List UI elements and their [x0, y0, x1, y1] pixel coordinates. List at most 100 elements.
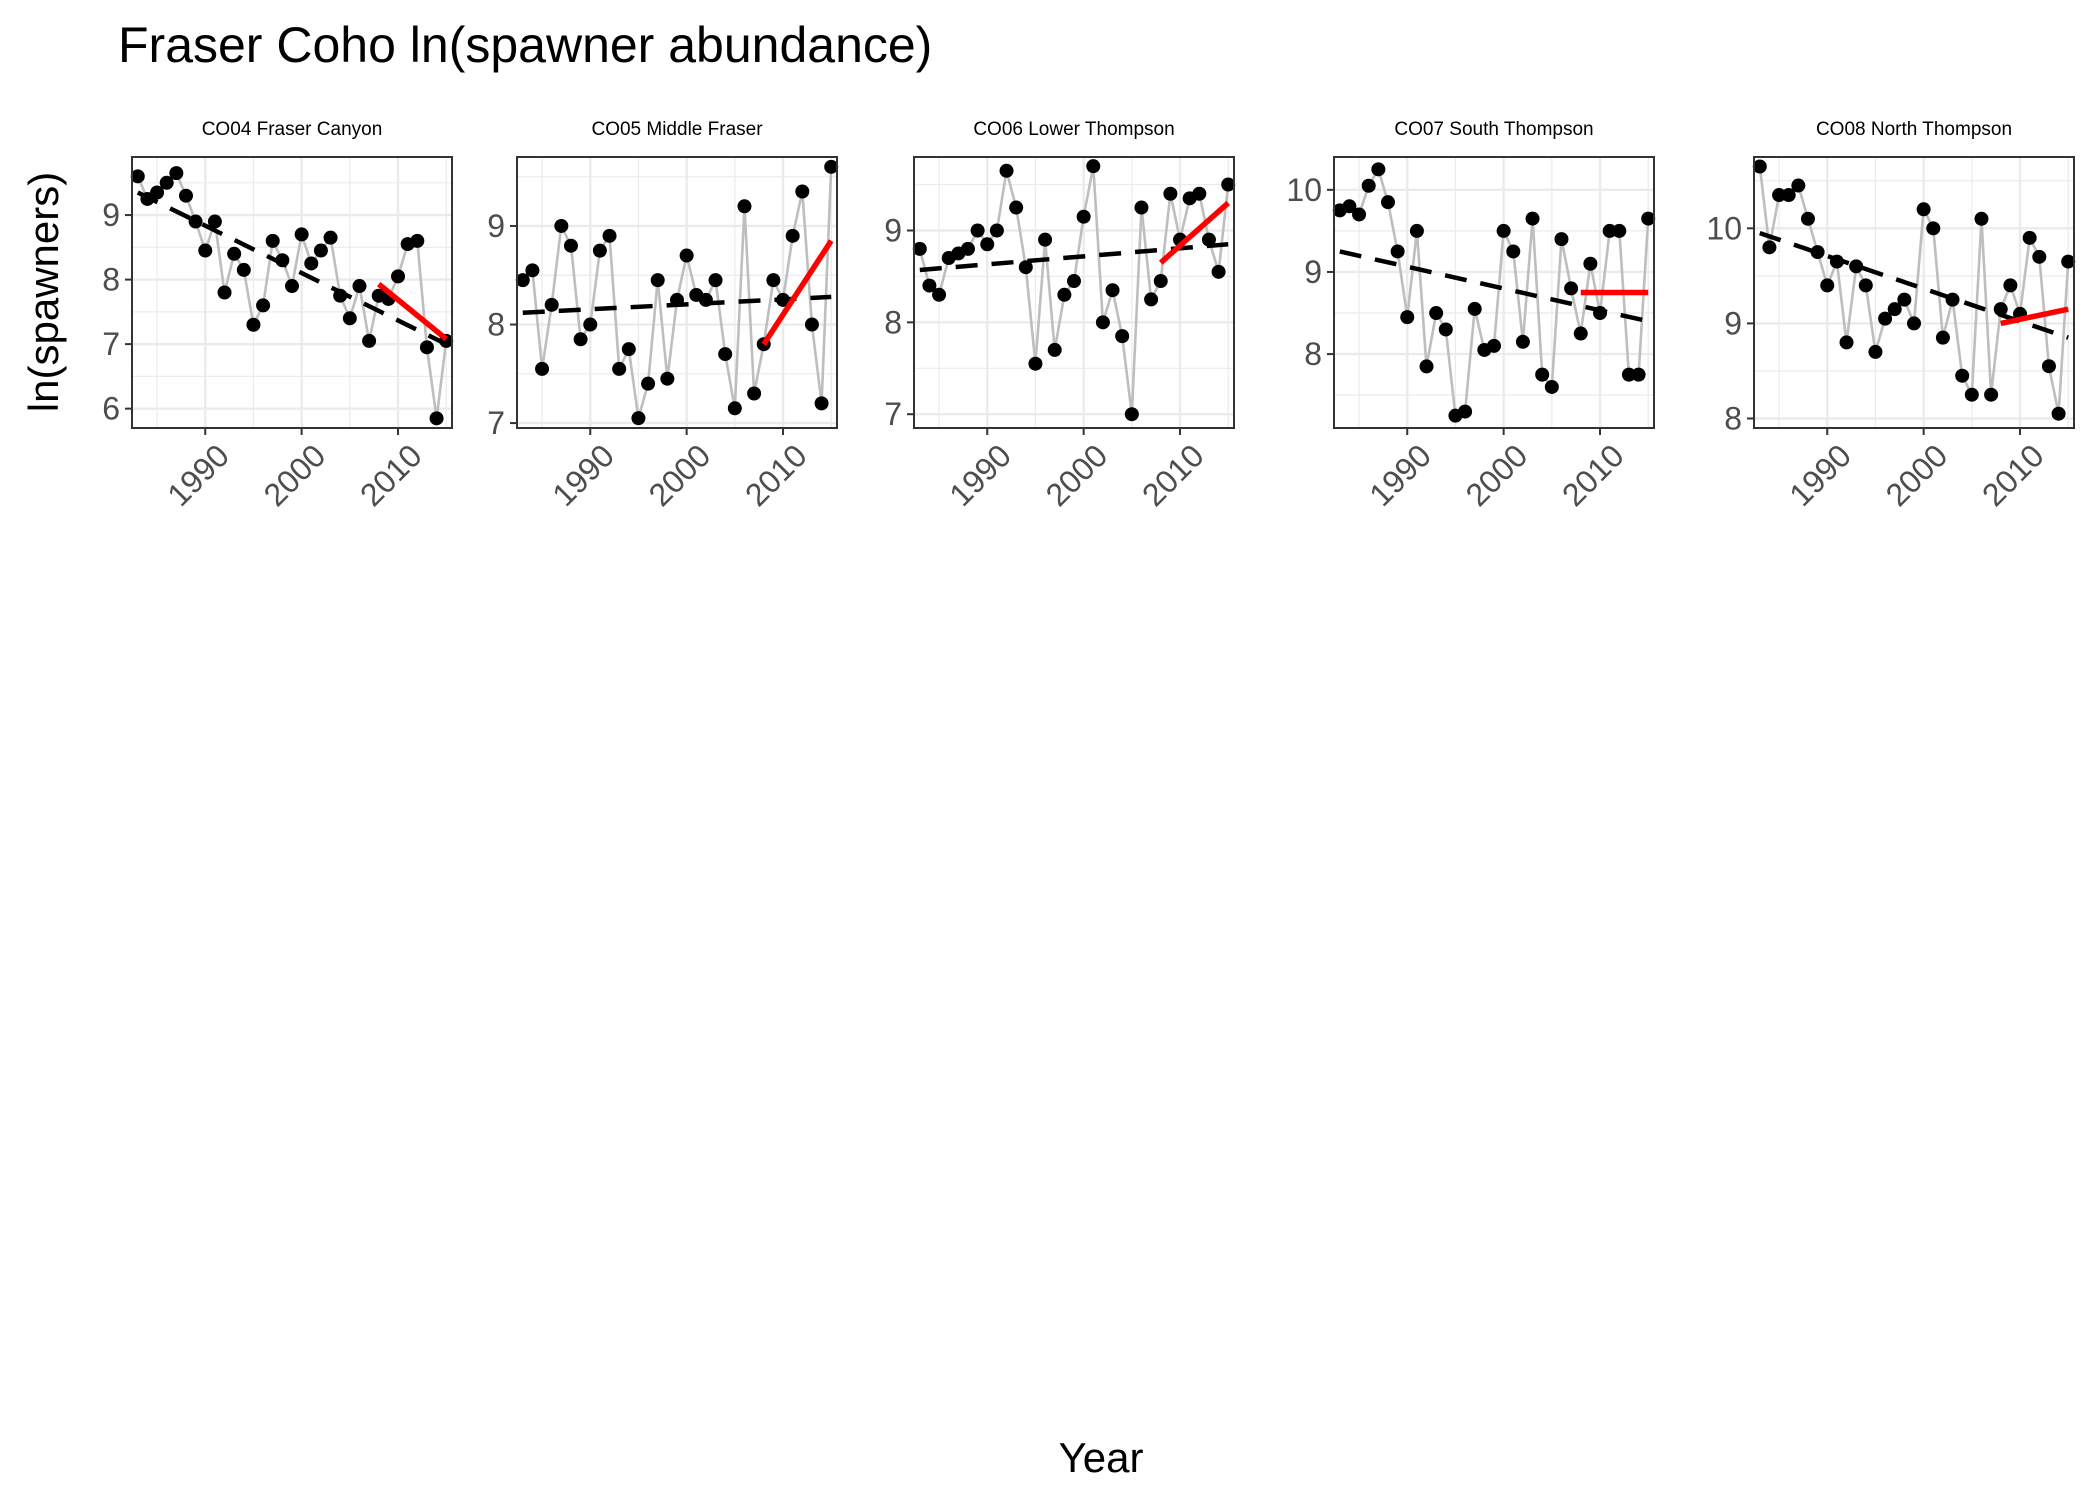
data-point [1467, 301, 1482, 316]
data-point [1380, 195, 1395, 210]
x-tick-label: 2010 [1975, 437, 2051, 513]
data-point [198, 243, 213, 258]
data-point [1067, 274, 1081, 289]
data-point [1926, 221, 1941, 236]
y-tick-label: 9 [1304, 254, 1322, 290]
panel-border [516, 156, 838, 429]
data-point [1612, 223, 1627, 238]
data-point [650, 273, 665, 288]
data-point [333, 288, 348, 303]
data-point [1429, 306, 1444, 321]
data-point [1487, 338, 1501, 353]
data-point [217, 285, 232, 300]
y-tick-label: 8 [487, 307, 505, 343]
data-point [2032, 249, 2047, 264]
data-point [1144, 292, 1159, 307]
data-point [410, 233, 425, 248]
data-point [1095, 315, 1110, 330]
x-axis-label: Year [1059, 1434, 1144, 1481]
data-point [1752, 159, 1767, 174]
data-point [1781, 188, 1796, 203]
data-point [1361, 178, 1376, 193]
data-point [932, 287, 947, 302]
y-tick-label: 7 [102, 326, 120, 362]
x-tick-label: 2000 [1879, 437, 1955, 513]
data-point [922, 278, 937, 293]
x-tick-label: 1990 [545, 437, 621, 513]
data-point [641, 376, 656, 391]
data-point [1134, 200, 1149, 215]
data-point [1124, 407, 1139, 422]
data-point [1028, 356, 1043, 371]
panel-title: CO05 Middle Fraser [591, 119, 763, 140]
data-point [1964, 387, 1979, 402]
grid [517, 157, 837, 428]
panel-border [913, 156, 1235, 429]
data-point [1993, 302, 2008, 317]
data-point [1810, 245, 1825, 260]
data-point [362, 333, 377, 348]
data-point [227, 246, 242, 261]
data-point [1897, 292, 1912, 307]
panel-title: CO06 Lower Thompson [973, 119, 1174, 140]
y-tick-label: 8 [884, 304, 902, 340]
data-point [304, 256, 319, 271]
data-point [150, 185, 165, 200]
data-point [130, 169, 145, 184]
panel-3: CO06 Lower Thompson 7 8 9 1990 2000 2010 [884, 119, 1236, 513]
x-tick-label: 2010 [353, 437, 429, 513]
data-point [1800, 211, 1815, 226]
data-point [256, 298, 271, 313]
x-tick-label: 1990 [942, 437, 1018, 513]
data-point [1631, 367, 1646, 382]
data-point [1038, 232, 1053, 247]
y-tick-label: 7 [487, 405, 505, 441]
data-point [1438, 322, 1453, 337]
data-point [1515, 334, 1530, 349]
data-point [679, 248, 694, 263]
data-point [419, 340, 434, 355]
data-point [1105, 283, 1120, 298]
recent-trend-line [377, 281, 448, 342]
data-point [980, 237, 995, 252]
data-point [313, 243, 328, 258]
panel-1: CO04 Fraser Canyon 6 7 8 9 1990 2000 2010 [102, 119, 454, 513]
x-tick-label: 2000 [1039, 437, 1115, 513]
series-line [1758, 166, 2070, 414]
data-point [737, 199, 752, 214]
data-point [323, 230, 338, 245]
data-point [342, 311, 357, 326]
panel-border [1333, 156, 1655, 429]
y-tick-label: 8 [102, 262, 120, 298]
chart-title: Fraser Coho ln(spawner abundance) [118, 17, 932, 73]
data-point [1762, 240, 1777, 255]
data-point [1018, 260, 1033, 275]
data-point [1791, 178, 1806, 193]
longterm-trend-line [136, 190, 448, 347]
data-point [1419, 359, 1434, 374]
data-point [602, 228, 617, 243]
data-point [1201, 232, 1216, 247]
y-tick-label: 8 [1724, 400, 1742, 436]
data-point [1641, 211, 1656, 226]
series-line [136, 170, 448, 419]
data-point [525, 263, 540, 278]
y-tick-label: 7 [884, 396, 902, 432]
data-point [1554, 232, 1569, 247]
data-point [1878, 311, 1893, 326]
data-point [612, 361, 627, 376]
data-point [1602, 223, 1617, 238]
x-tick-label: 1990 [1362, 437, 1438, 513]
data-point [535, 361, 550, 376]
x-tick-label: 2010 [1555, 437, 1631, 513]
data-point [1506, 244, 1521, 259]
data-point [747, 386, 762, 401]
data-point [999, 163, 1014, 178]
data-point [178, 188, 193, 203]
data-point [563, 238, 578, 253]
data-point [188, 214, 203, 229]
data-point [1153, 274, 1168, 289]
data-point [1221, 177, 1236, 192]
